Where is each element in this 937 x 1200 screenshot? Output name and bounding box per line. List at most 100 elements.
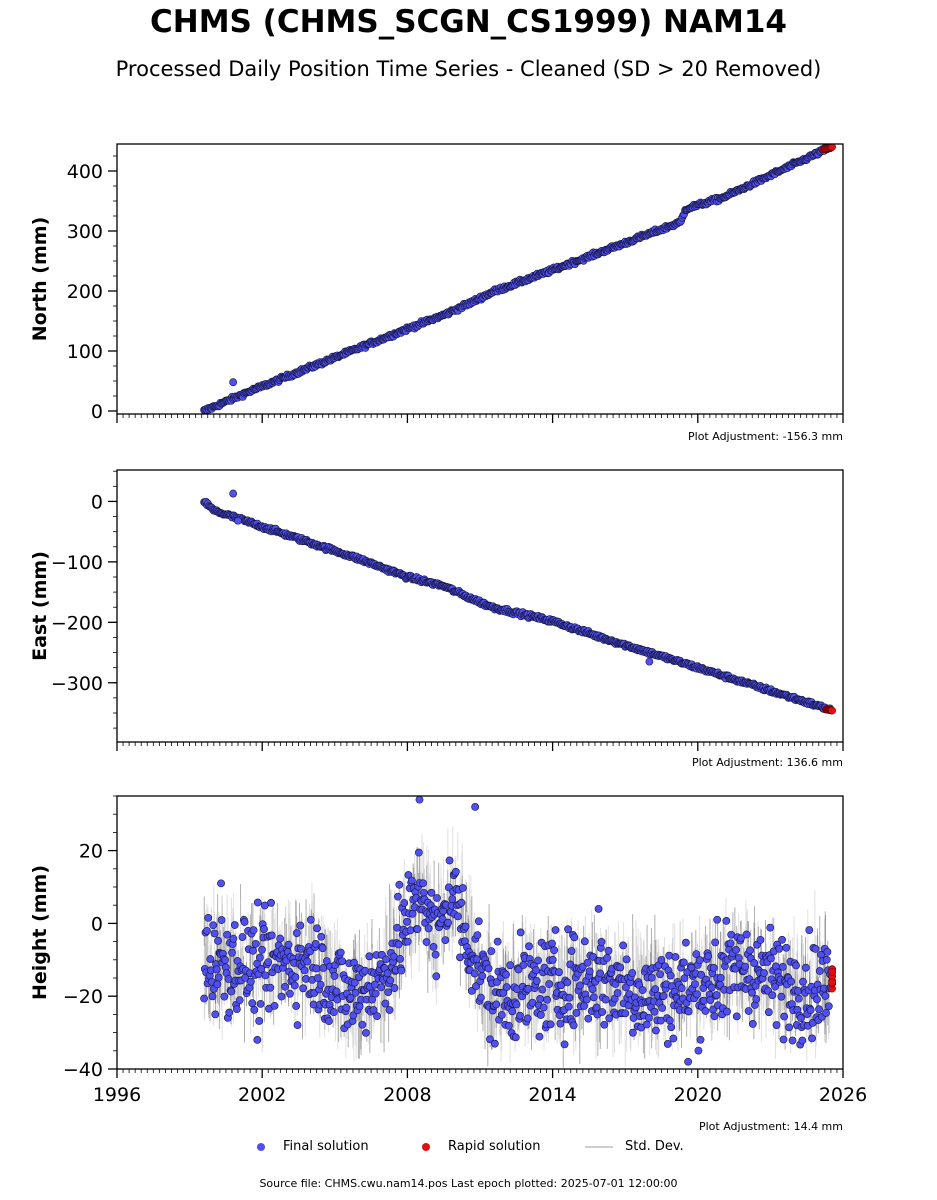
- final-solution-point: [750, 959, 759, 967]
- final-solution-point: [407, 876, 416, 885]
- final-solution-point: [250, 1006, 259, 1014]
- final-solution-point: [386, 976, 395, 985]
- final-solution-point: [565, 993, 574, 1002]
- final-solution-point: [338, 957, 347, 966]
- y-tick-label: −100: [51, 552, 103, 574]
- final-solution-point: [300, 966, 309, 975]
- final-solution-point: [408, 909, 417, 918]
- final-solution-point: [502, 970, 510, 979]
- final-solution-point: [355, 1002, 364, 1011]
- final-solution-point: [251, 939, 260, 948]
- final-solution-point: [429, 943, 438, 951]
- final-solution-point: [712, 991, 721, 999]
- plot-adjustment-label: Plot Adjustment: -156.3 mm: [688, 430, 843, 443]
- final-solution-point: [642, 1020, 651, 1029]
- final-solution-point: [413, 925, 422, 934]
- std-dev-line-icon: [585, 1145, 613, 1148]
- final-solution-point: [563, 978, 572, 987]
- final-solution-point: [666, 971, 675, 980]
- final-solution-point: [299, 984, 308, 993]
- source-caption: Source file: CHMS.cwu.nam14.pos Last epo…: [259, 1177, 678, 1190]
- final-solution-point: [474, 917, 483, 926]
- final-solution-point: [752, 995, 761, 1003]
- legend-label-final: Final solution: [283, 1139, 369, 1154]
- final-solution-point: [760, 969, 768, 977]
- final-solution-point: [741, 962, 750, 971]
- final-solution-point: [823, 947, 832, 956]
- panel-3: 1996 2002 2008 2014 2020 2026 −40 −20 0 20 Height …: [29, 795, 867, 1133]
- final-solution-point: [400, 898, 409, 907]
- final-solution-point: [290, 981, 299, 990]
- final-solution-point: [585, 967, 594, 976]
- final-solution-point: [223, 930, 232, 939]
- final-solution-point: [361, 1028, 370, 1037]
- final-solution-point: [203, 926, 211, 935]
- final-solution-point: [229, 934, 238, 943]
- final-solution-point: [767, 954, 775, 963]
- final-solution-point: [211, 1010, 220, 1019]
- x-tick-label: 2014: [528, 1084, 576, 1106]
- final-solution-point: [516, 1011, 524, 1020]
- final-solution-point: [431, 950, 440, 959]
- final-solution-point: [253, 898, 262, 907]
- final-solution-point: [235, 996, 244, 1005]
- final-solution-point: [461, 922, 470, 931]
- final-solution-point: [492, 1000, 501, 1009]
- final-solution-point: [794, 987, 803, 995]
- final-solution-point: [511, 1033, 520, 1042]
- y-tick-label: −200: [51, 612, 103, 634]
- final-solution-point: [403, 937, 412, 946]
- final-solution-point: [667, 1023, 676, 1032]
- plot-area: [200, 489, 836, 715]
- final-solution-point: [805, 926, 814, 934]
- final-solution-point: [580, 1002, 588, 1010]
- y-tick-label: 200: [67, 281, 103, 303]
- final-solution-point: [589, 993, 598, 1002]
- final-solution-point: [227, 987, 236, 996]
- final-solution-point: [638, 986, 647, 995]
- final-solution-point: [458, 884, 467, 892]
- final-solution-point: [248, 999, 257, 1008]
- final-solution-point: [448, 895, 457, 904]
- final-solution-point: [284, 940, 293, 949]
- panel-1: 0 100 200 300 400 North (mm) Plot Adjustment: …: [29, 143, 844, 443]
- final-solution-point: [539, 1003, 548, 1012]
- final-solution-point: [342, 1003, 351, 1012]
- final-solution-point: [502, 983, 511, 992]
- final-solution-point: [787, 977, 796, 986]
- final-solution-point: [726, 939, 735, 948]
- final-solution-point: [493, 937, 502, 946]
- y-tick-label: 0: [91, 401, 103, 423]
- x-tick-label: 2020: [674, 1084, 722, 1106]
- final-solution-point: [645, 1013, 653, 1022]
- final-solution-point: [782, 943, 791, 952]
- final-solution-point: [647, 973, 656, 982]
- final-solution-point: [748, 1020, 757, 1028]
- rapid-solution-marker-icon: [422, 1142, 430, 1151]
- final-solution-point: [365, 952, 374, 961]
- final-solution-point: [240, 918, 249, 926]
- final-solution-point: [564, 1002, 573, 1011]
- final-solution-point: [659, 992, 668, 1000]
- final-solution-point: [550, 946, 559, 955]
- final-solution-point: [349, 1011, 358, 1020]
- final-solution-point: [536, 1011, 545, 1019]
- final-solution-outlier: [684, 1057, 693, 1066]
- final-solution-point: [710, 1012, 719, 1021]
- final-solution-point: [210, 929, 219, 938]
- final-solution-point: [217, 916, 226, 924]
- final-solution-point: [204, 913, 213, 922]
- final-solution-point: [722, 916, 731, 925]
- final-solution-point: [622, 983, 630, 992]
- final-solution-point: [519, 961, 528, 969]
- y-tick-label: −300: [51, 673, 103, 695]
- final-solution-point: [490, 1039, 499, 1048]
- final-solution-point: [397, 966, 406, 975]
- final-solution-point: [406, 926, 415, 935]
- final-solution-point: [822, 1009, 830, 1017]
- final-solution-point: [799, 977, 807, 986]
- final-solution-point: [276, 934, 285, 943]
- final-solution-point: [616, 963, 625, 972]
- final-solution-point: [695, 956, 704, 965]
- final-solution-point: [445, 856, 454, 865]
